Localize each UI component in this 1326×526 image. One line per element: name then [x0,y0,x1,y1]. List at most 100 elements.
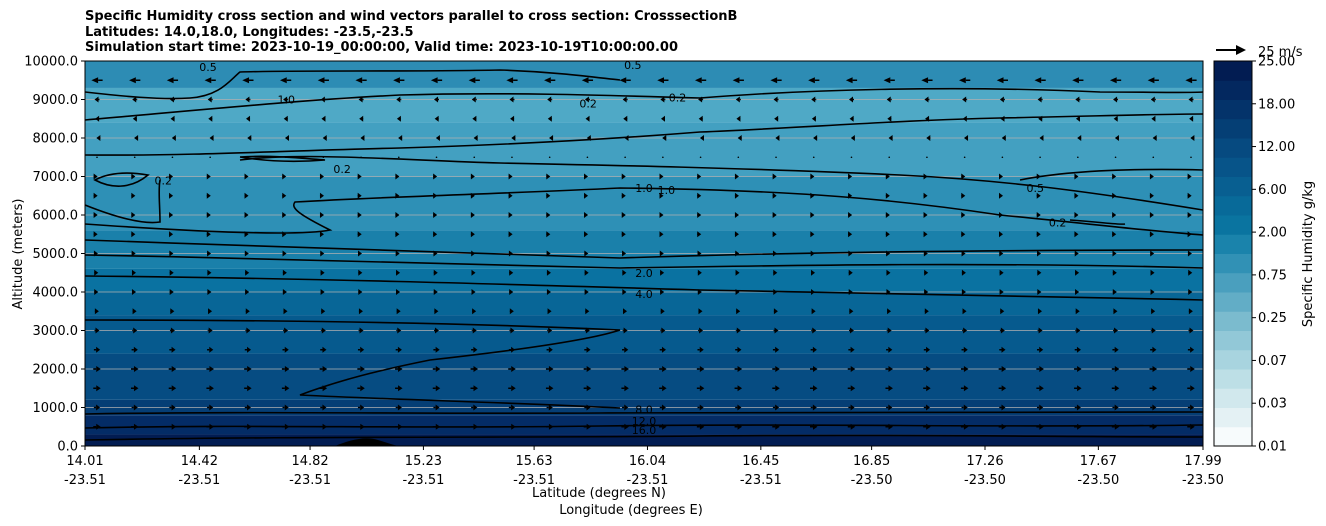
wind-arrow [1075,327,1081,334]
wind-arrow [735,346,742,353]
wind-arrow [317,77,329,84]
wind-arrow [282,269,287,276]
wind-arrow [999,250,1004,257]
wind-arrow [132,327,138,334]
wind-arrow [169,192,174,199]
wind-arrow [772,231,777,238]
wind-arrow [470,423,478,430]
humidity-band [85,122,1203,177]
wind-arrow [734,231,739,238]
wind-arrow [1075,308,1080,315]
y-tick-label: 4000.0 [33,286,79,301]
contour-label: 1.0 [658,184,676,197]
wind-arrow [885,212,890,218]
wind-arrow [357,346,365,353]
wind-arrow [132,115,137,122]
contour-line [85,434,1203,441]
x-tick-label-lat: 17.26 [966,454,1003,469]
wind-arrow [546,250,551,257]
wind-arrow [623,115,628,122]
wind-vectors [91,77,1197,430]
wind-arrow [811,289,816,295]
wind-arrow [281,423,290,430]
x-tick-label-lat: 14.01 [66,454,103,469]
wind-arrow [1111,423,1120,430]
wind-arrow [169,173,174,180]
wind-arrow [585,308,590,315]
wind-arrow [1036,366,1044,372]
wind-arrow [1001,135,1006,141]
wind-arrow [93,231,98,238]
wind-arrow [511,156,513,159]
wind-arrow [621,385,629,392]
wind-arrow [396,269,401,276]
humidity-band [85,434,1203,446]
wind-arrow [430,77,443,84]
wind-arrow [811,327,817,334]
colorbar-segment [1214,176,1252,197]
wind-arrow [847,366,856,372]
y-tick-label: 3000.0 [33,324,79,339]
wind-arrow [433,269,438,276]
wind-arrow [93,212,98,218]
wind-arrow [660,289,665,295]
wind-arrow [169,96,175,103]
y-tick-label: 7000.0 [33,170,79,185]
x-tick-label-lat: 15.23 [405,454,442,469]
wind-arrow [1112,289,1117,295]
wind-arrow [810,404,817,411]
wind-arrow [171,156,174,159]
wind-arrow [509,308,514,315]
wind-arrow [282,346,289,353]
wind-arrow [584,96,590,103]
wind-arrow [208,308,213,315]
colorbar-tick-label: 6.00 [1258,183,1287,198]
wind-arrow [659,212,664,218]
colorbar-tick-label: 0.75 [1258,268,1287,283]
wind-arrow [961,269,966,276]
humidity-band [85,353,1203,400]
wind-arrow [735,96,741,103]
wind-arrow [169,289,174,295]
wind-arrow [1149,173,1154,180]
wind-arrow [581,77,594,84]
x-tick-label-lat: 14.82 [291,454,328,469]
wind-arrow [1036,192,1041,199]
wind-arrow [584,269,589,276]
wind-arrow [435,156,438,159]
colorbar-frame [1213,60,1253,447]
wind-arrow [619,77,631,84]
wind-arrow [849,115,854,122]
wind-arrow [1113,115,1118,122]
wind-arrow [1188,96,1194,103]
wind-arrow [246,115,251,122]
wind-arrow [1150,96,1156,103]
x-tick-label-lon: -23.50 [1077,473,1119,488]
wind-arrow [1149,423,1158,430]
wind-arrow [584,192,589,199]
wind-arrow [395,423,403,430]
wind-arrow [396,96,402,103]
wind-arrow [434,327,440,334]
colorbar-segment [1214,311,1252,331]
y-tick-label: 9000.0 [33,93,79,108]
wind-arrow [1189,115,1194,122]
contour-line [85,113,1203,156]
wind-arrow [169,231,174,238]
wind-arrow [694,77,707,84]
contour-label: 0.2 [669,92,687,105]
wind-arrow [848,96,854,103]
x-tick-label-lat: 17.99 [1184,454,1221,469]
wind-arrow [849,308,854,315]
wind-arrow [812,156,815,159]
x-tick-label-lon: -23.50 [851,473,893,488]
wind-arrow [206,173,211,180]
wind-arrow [847,423,856,430]
x-tick-label-lon: -23.50 [964,473,1006,488]
wind-arrow [131,289,136,295]
contour-label: 0.5 [199,61,217,74]
wind-arrow [1187,346,1195,353]
wind-arrow [734,385,743,392]
wind-arrow [320,327,326,334]
